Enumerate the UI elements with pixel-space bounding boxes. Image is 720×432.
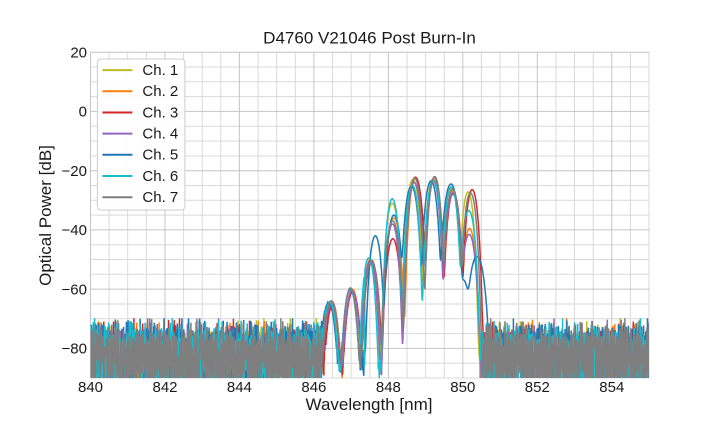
svg-text:Ch. 1: Ch. 1 <box>142 62 178 79</box>
svg-text:Ch. 6: Ch. 6 <box>142 168 178 185</box>
svg-text:Ch. 7: Ch. 7 <box>142 189 178 206</box>
svg-text:D4760 V21046 Post Burn-In: D4760 V21046 Post Burn-In <box>263 29 476 48</box>
svg-text:Optical Power [dB]: Optical Power [dB] <box>36 145 55 286</box>
svg-text:846: 846 <box>301 379 326 396</box>
svg-text:844: 844 <box>227 379 252 396</box>
svg-text:−40: −40 <box>62 222 87 239</box>
svg-text:−80: −80 <box>62 341 87 358</box>
svg-text:Ch. 5: Ch. 5 <box>142 147 178 164</box>
svg-text:Wavelength [nm]: Wavelength [nm] <box>306 395 433 414</box>
svg-text:−20: −20 <box>62 163 87 180</box>
svg-text:Ch. 4: Ch. 4 <box>142 125 178 142</box>
svg-text:Ch. 2: Ch. 2 <box>142 83 178 100</box>
svg-text:Ch. 3: Ch. 3 <box>142 104 178 121</box>
svg-text:840: 840 <box>78 379 103 396</box>
svg-text:854: 854 <box>599 379 624 396</box>
svg-text:−60: −60 <box>62 281 87 298</box>
svg-text:852: 852 <box>525 379 550 396</box>
svg-text:0: 0 <box>79 104 87 121</box>
svg-text:842: 842 <box>152 379 177 396</box>
svg-text:850: 850 <box>450 379 475 396</box>
svg-text:848: 848 <box>376 379 401 396</box>
svg-text:20: 20 <box>70 44 87 61</box>
